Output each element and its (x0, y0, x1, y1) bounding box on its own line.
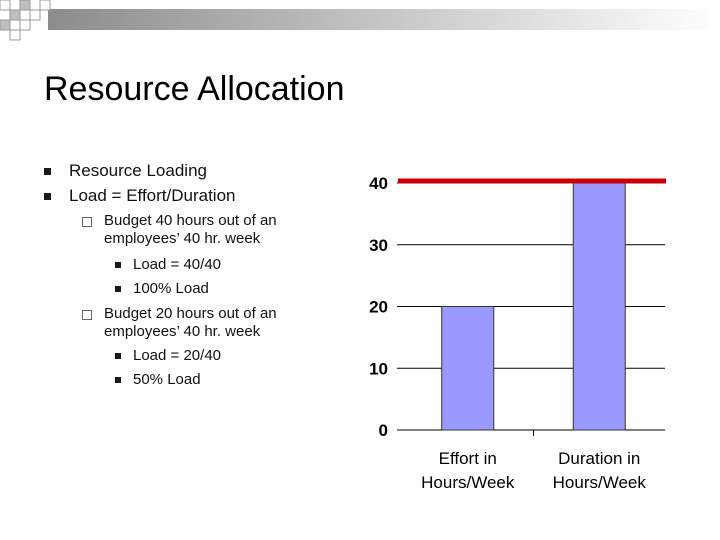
bar (441, 306, 495, 431)
bullet-item: Load = Effort/Duration (44, 185, 236, 207)
y-tick-label: 30 (369, 236, 388, 255)
header-decoration (0, 0, 720, 41)
detail-label: 50% Load (133, 371, 201, 388)
detail-label: Load = 40/40 (133, 256, 222, 273)
hollow-square-icon (82, 217, 92, 227)
bullet-square-icon (44, 168, 51, 175)
y-tick-label: 20 (369, 298, 388, 317)
x-category-label: Duration in (558, 449, 640, 468)
bar (572, 182, 626, 431)
x-category-label: Hours/Week (553, 473, 647, 492)
sub-bullet-item: Budget 20 hours out of an employees’ 40 … (82, 305, 277, 341)
sub-bullet-line: Budget 20 hours out of an (104, 305, 277, 322)
bullet-square-icon (115, 286, 121, 292)
sub-bullet-line: employees’ 40 hr. week (104, 323, 261, 340)
x-category-label: Hours/Week (421, 473, 515, 492)
y-tick-label: 10 (369, 359, 388, 378)
bullet-item: Resource Loading (44, 160, 207, 182)
x-category-label: Effort in (439, 449, 497, 468)
bullet-square-icon (115, 262, 121, 268)
bullet-label: Resource Loading (69, 161, 207, 180)
detail-item: Load = 40/40 (115, 255, 221, 275)
bullet-label: Load = Effort/Duration (69, 186, 236, 205)
detail-label: Load = 20/40 (133, 347, 222, 364)
hollow-square-icon (82, 310, 92, 320)
slide-title: Resource Allocation (44, 70, 345, 108)
bullet-square-icon (44, 193, 51, 200)
bullet-square-icon (115, 353, 121, 359)
detail-item: Load = 20/40 (115, 346, 221, 366)
detail-item: 100% Load (115, 279, 209, 299)
sub-bullet-item: Budget 40 hours out of an employees’ 40 … (82, 212, 277, 248)
detail-label: 100% Load (133, 280, 209, 297)
bullet-square-icon (115, 377, 121, 383)
y-tick-label: 40 (369, 174, 388, 193)
detail-item: 50% Load (115, 370, 201, 390)
sub-bullet-line: Budget 40 hours out of an (104, 212, 277, 229)
y-tick-label: 0 (379, 421, 388, 440)
sub-bullet-line: employees’ 40 hr. week (104, 230, 261, 247)
